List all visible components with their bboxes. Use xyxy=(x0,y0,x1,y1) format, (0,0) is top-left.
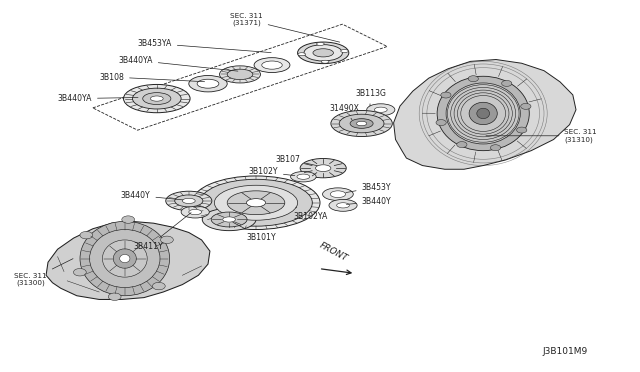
Ellipse shape xyxy=(175,195,203,207)
Ellipse shape xyxy=(502,80,512,86)
Ellipse shape xyxy=(356,121,367,126)
Ellipse shape xyxy=(298,42,349,64)
Ellipse shape xyxy=(469,102,497,125)
Ellipse shape xyxy=(197,79,219,88)
Ellipse shape xyxy=(323,188,353,201)
Ellipse shape xyxy=(254,58,290,73)
Ellipse shape xyxy=(367,104,395,116)
Ellipse shape xyxy=(122,216,134,223)
Text: 3B453Y: 3B453Y xyxy=(346,183,391,193)
Ellipse shape xyxy=(521,103,531,109)
Ellipse shape xyxy=(329,199,357,211)
Ellipse shape xyxy=(374,107,387,112)
Ellipse shape xyxy=(202,208,256,231)
Ellipse shape xyxy=(337,203,349,208)
Ellipse shape xyxy=(490,145,500,151)
Ellipse shape xyxy=(80,231,93,239)
Ellipse shape xyxy=(189,209,202,215)
Ellipse shape xyxy=(200,179,312,226)
Ellipse shape xyxy=(108,293,121,301)
Text: 3B411Y: 3B411Y xyxy=(133,213,191,251)
Ellipse shape xyxy=(317,42,324,45)
Polygon shape xyxy=(394,60,576,169)
Ellipse shape xyxy=(437,76,529,151)
Text: 3B113G: 3B113G xyxy=(355,89,386,106)
Text: 3B102YA: 3B102YA xyxy=(293,207,328,221)
Ellipse shape xyxy=(321,60,329,63)
Ellipse shape xyxy=(211,212,247,227)
Ellipse shape xyxy=(192,176,320,230)
Text: SEC. 311
(31310): SEC. 311 (31310) xyxy=(486,129,597,142)
Ellipse shape xyxy=(80,221,170,296)
Ellipse shape xyxy=(124,84,190,113)
Ellipse shape xyxy=(223,217,236,222)
Ellipse shape xyxy=(120,254,130,263)
Ellipse shape xyxy=(298,53,305,56)
Ellipse shape xyxy=(152,282,165,290)
Ellipse shape xyxy=(436,120,446,126)
Ellipse shape xyxy=(340,49,348,52)
Ellipse shape xyxy=(330,191,346,198)
Ellipse shape xyxy=(227,69,253,80)
Ellipse shape xyxy=(227,191,285,215)
Text: 3B440Y: 3B440Y xyxy=(121,191,183,200)
Ellipse shape xyxy=(161,236,173,244)
Ellipse shape xyxy=(516,127,527,133)
Ellipse shape xyxy=(181,206,209,218)
Text: 3B440YA: 3B440YA xyxy=(58,94,138,103)
Text: 3B108: 3B108 xyxy=(99,73,205,82)
Ellipse shape xyxy=(300,158,346,178)
Polygon shape xyxy=(46,221,210,299)
Ellipse shape xyxy=(262,61,282,69)
Text: 3B440Y: 3B440Y xyxy=(346,197,391,206)
Ellipse shape xyxy=(220,66,260,83)
Text: SEC. 311
(31300): SEC. 311 (31300) xyxy=(15,259,73,286)
Ellipse shape xyxy=(304,45,342,61)
Ellipse shape xyxy=(331,110,392,137)
Text: 3B101Y: 3B101Y xyxy=(233,222,276,242)
Text: 3B440YA: 3B440YA xyxy=(118,56,238,71)
Ellipse shape xyxy=(102,240,147,277)
Ellipse shape xyxy=(182,198,195,203)
Ellipse shape xyxy=(150,96,163,101)
Text: 3B453YA: 3B453YA xyxy=(138,39,271,52)
Ellipse shape xyxy=(246,199,266,207)
Ellipse shape xyxy=(313,49,333,57)
Text: SEC. 311
(31371): SEC. 311 (31371) xyxy=(230,13,340,42)
Ellipse shape xyxy=(189,76,227,92)
Ellipse shape xyxy=(446,83,520,144)
Ellipse shape xyxy=(339,114,384,133)
Ellipse shape xyxy=(477,108,490,119)
Ellipse shape xyxy=(468,76,479,82)
Ellipse shape xyxy=(132,88,181,109)
Ellipse shape xyxy=(74,269,86,276)
Ellipse shape xyxy=(143,93,171,105)
Ellipse shape xyxy=(166,191,212,211)
Text: 3B102Y: 3B102Y xyxy=(248,167,295,176)
Ellipse shape xyxy=(441,92,451,98)
Ellipse shape xyxy=(316,165,331,171)
Ellipse shape xyxy=(90,230,160,288)
Text: FRONT: FRONT xyxy=(317,241,349,263)
Ellipse shape xyxy=(457,142,467,148)
Ellipse shape xyxy=(214,185,298,220)
Ellipse shape xyxy=(113,249,136,268)
Ellipse shape xyxy=(297,174,310,179)
Text: J3B101M9: J3B101M9 xyxy=(543,347,588,356)
Text: 3B107: 3B107 xyxy=(275,155,317,166)
Text: 31490X: 31490X xyxy=(330,104,360,120)
Ellipse shape xyxy=(291,171,316,182)
Ellipse shape xyxy=(350,119,373,128)
